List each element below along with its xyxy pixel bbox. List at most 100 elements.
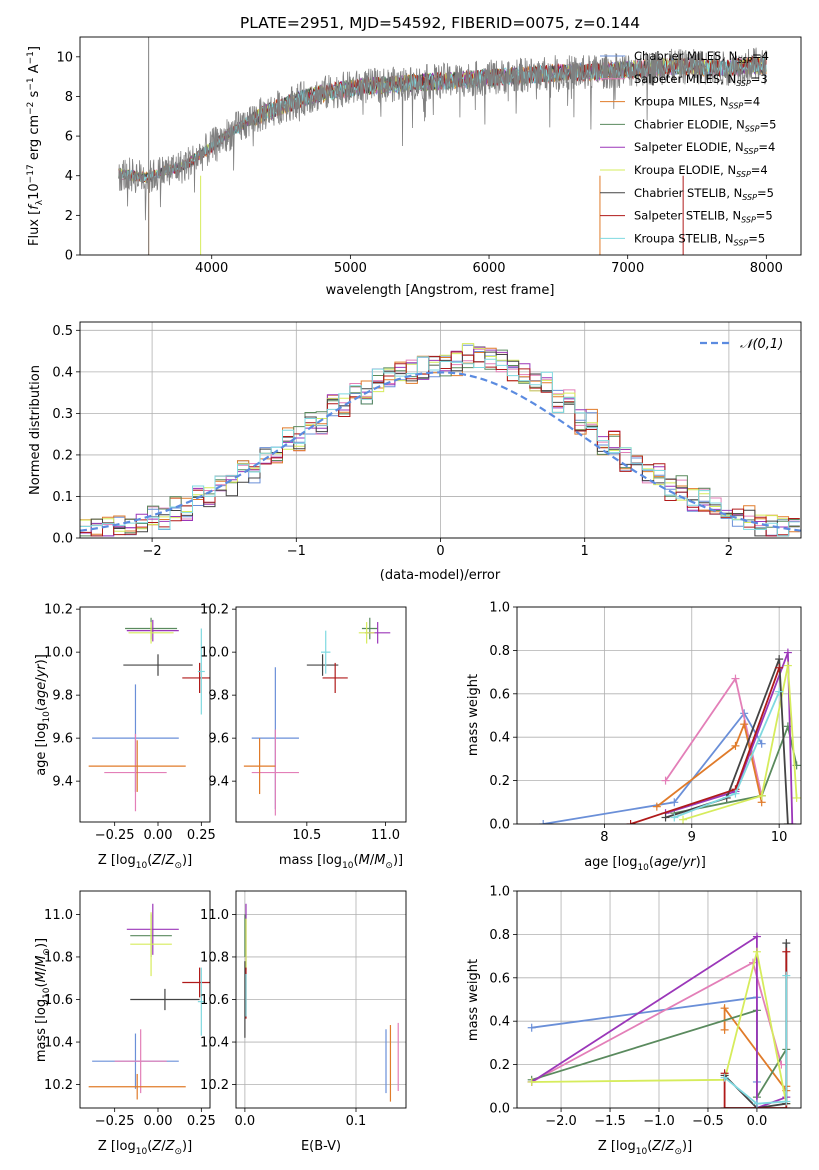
label-part: )]	[182, 853, 192, 868]
mass-weight-line	[682, 665, 798, 821]
gaussian-curve	[80, 371, 801, 532]
label-part: Z	[651, 1139, 662, 1154]
y-tick-label: 9.4	[208, 775, 229, 790]
x-axis-label: wavelength [Angstrom, rest frame]	[326, 283, 555, 298]
x-tick-label: 0.00	[144, 828, 173, 843]
label-part: Z [log	[598, 1139, 636, 1154]
mass-weight-line	[665, 652, 794, 824]
label-part: )]	[682, 1139, 692, 1154]
legend-label: Salpeter ELODIE, NSSP=4	[634, 140, 775, 156]
y-axis-label: Flux [fλ10−17 erg cm−2 s−1 A−1]	[26, 46, 45, 246]
legend-label: Chabrier STELIB, NSSP=5	[634, 186, 774, 202]
y-tick-label: 2	[65, 209, 73, 224]
label-part: Z	[151, 1139, 162, 1154]
legend-label: Salpeter STELIB, NSSP=5	[634, 209, 773, 225]
x-tick-label: 5000	[334, 261, 367, 276]
label-part: Z [log	[98, 1139, 136, 1154]
y-tick-label: 10.2	[44, 603, 73, 618]
x-tick-label: 1	[581, 544, 589, 559]
legend-label-prefix: Salpeter MILES, N	[634, 72, 736, 86]
histogram-axes: −2 −1 0 1 2 0.0 0.1 0.2 0.3 0.4 0.5	[52, 321, 802, 559]
label-part: )]	[34, 654, 49, 664]
histogram-step	[80, 351, 800, 537]
y-tick-label: 9.4	[52, 775, 73, 790]
y-tick-label: 9.8	[208, 689, 229, 704]
y-tick-label: 4	[65, 169, 73, 184]
x-tick-label: −0.25	[95, 828, 135, 843]
mass-weight-axes: −2.0 −1.5 −1.0 −0.5 0.0 0.0 0.2 0.4 0.6 0.8 1.0	[489, 885, 802, 1129]
mass-weight-line	[674, 723, 798, 814]
errorbar-axes: −0.25 0.00 0.25 10.2 10.4 10.6 10.8 11.0	[44, 890, 216, 1129]
y-tick-label: 0.4	[489, 731, 510, 746]
label-part: λ	[35, 199, 45, 205]
x-tick-label: 0.00	[144, 1114, 173, 1129]
x-tick-label: 8	[600, 830, 608, 845]
x-tick-label: 2	[725, 544, 733, 559]
legend-label: Chabrier ELODIE, NSSP=5	[634, 117, 776, 133]
y-tick-label: 9.6	[52, 732, 73, 747]
y-tick-label: 0.0	[52, 532, 73, 547]
y-axis-label: age [log10(age/yr)]	[34, 654, 52, 776]
label-part: ⊙	[174, 1147, 182, 1157]
plot-area	[244, 903, 399, 1102]
legend-label: Kroupa MILES, NSSP=4	[634, 95, 760, 111]
y-tick-label: 1.0	[489, 601, 510, 616]
label-part: M	[34, 971, 49, 982]
y-tick-label: 10.2	[200, 1078, 229, 1093]
label-part: /	[34, 677, 49, 682]
x-tick-label: −2.0	[545, 1114, 577, 1129]
x-tick-label: 8000	[750, 261, 783, 276]
y-tick-label: 0.8	[489, 644, 510, 659]
y-tick-label: 8	[65, 90, 73, 105]
label-part: Z	[165, 1139, 176, 1154]
legend-label-prefix: Salpeter STELIB, N	[634, 209, 741, 223]
y-tick-label: 10.2	[44, 1078, 73, 1093]
y-tick-label: 10	[56, 50, 73, 65]
y-axis-label: mass weight	[466, 674, 481, 756]
label-part: /	[161, 1139, 166, 1154]
spectrum-axes: 4000 5000 6000 7000 8000 0 2 4 6 8 10	[56, 36, 802, 276]
legend-label-suffix: =5	[757, 186, 774, 200]
legend-label-suffix: =5	[760, 117, 777, 131]
mass-weight-line	[543, 711, 763, 824]
label-part: )]	[696, 855, 706, 870]
label-part: (	[147, 1139, 152, 1154]
label-part: −2	[26, 102, 36, 115]
legend-label-prefix: Chabrier ELODIE, N	[634, 117, 745, 131]
x-axis-label: Z [log10(Z/Z⊙)]	[598, 1139, 692, 1157]
label-part: age [log	[584, 855, 637, 870]
label-part: Z	[151, 853, 162, 868]
y-tick-label: 10.6	[44, 993, 73, 1008]
x-axis-label: Z [log10(Z/Z⊙)]	[98, 853, 192, 871]
label-part: −1	[26, 51, 36, 64]
legend-label-sub: SSP	[736, 79, 751, 88]
label-part: )]	[34, 938, 49, 948]
plot-area	[243, 617, 391, 816]
y-tick-label: 0.5	[52, 324, 73, 339]
legend-label-prefix: Kroupa MILES, N	[634, 95, 729, 109]
plot-area	[539, 648, 801, 824]
y-tick-label: 0.6	[489, 971, 510, 986]
y-tick-label: 10.2	[200, 603, 229, 618]
label-part: /	[661, 1139, 666, 1154]
plot-area	[118, 37, 767, 255]
label-part: ]	[27, 46, 42, 51]
label-part: A	[27, 64, 42, 77]
legend-label-sub: SSP	[729, 102, 744, 111]
label-part: )]	[393, 853, 403, 868]
x-tick-label: 0	[436, 544, 444, 559]
histogram-step	[80, 356, 800, 537]
y-tick-label: 0.8	[489, 928, 510, 943]
x-tick-label: 0.0	[235, 1114, 256, 1129]
label-part: yr	[682, 855, 698, 870]
plot-area	[88, 617, 210, 812]
legend-label: Kroupa ELODIE, NSSP=4	[634, 163, 768, 179]
legend-label-suffix: =4	[751, 163, 768, 177]
y-tick-label: 1.0	[489, 885, 510, 900]
legend-label-prefix: Kroupa STELIB, N	[634, 231, 734, 245]
label-part: Z	[665, 1139, 676, 1154]
x-tick-label: −0.5	[692, 1114, 724, 1129]
y-tick-label: 10.6	[200, 993, 229, 1008]
legend-label-prefix: Chabrier STELIB, N	[634, 186, 742, 200]
